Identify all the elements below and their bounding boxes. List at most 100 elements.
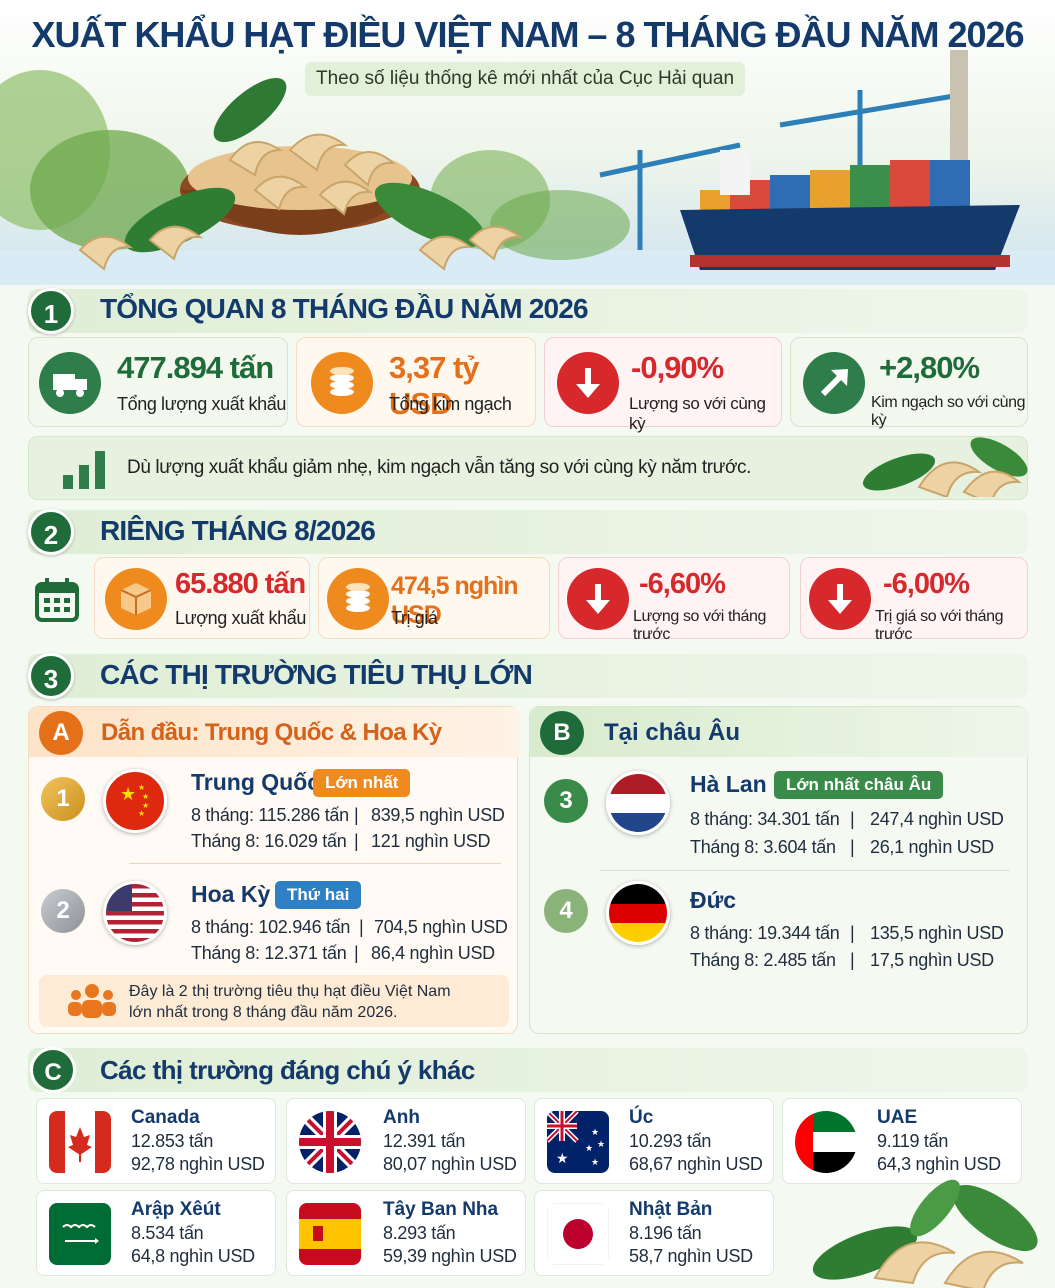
stat-label: Kim ngạch so với cùng kỳ bbox=[871, 394, 1026, 429]
group-a-title: Dẫn đầu: Trung Quốc & Hoa Kỳ bbox=[101, 719, 442, 746]
market-name: Nhật Bản bbox=[629, 1199, 713, 1220]
people-icon bbox=[68, 984, 116, 1018]
market-8m-value: 704,5 nghìn USD bbox=[374, 917, 508, 937]
group-b-title: Tại châu Âu bbox=[604, 719, 741, 746]
market-volume: 10.293 tấn bbox=[629, 1131, 712, 1151]
market-name: Arập Xêút bbox=[131, 1199, 221, 1220]
bar-chart-icon bbox=[63, 451, 105, 489]
market-card-saudi-arabia: Arập Xêút 8.534 tấn 64,8 nghìn USD bbox=[36, 1190, 276, 1276]
stat-label: Lượng so với cùng kỳ bbox=[629, 394, 766, 433]
market-value: 58,7 nghìn USD bbox=[629, 1246, 753, 1266]
stat-label: Tổng kim ngạch bbox=[389, 394, 512, 414]
market-aug-value: 26,1 nghìn USD bbox=[870, 837, 994, 857]
market-name: Trung Quốc bbox=[191, 769, 321, 795]
market-8m-volume: 8 tháng: 19.344 tấn bbox=[690, 923, 840, 943]
uae-flag-icon bbox=[795, 1111, 857, 1173]
market-volume: 8.196 tấn bbox=[629, 1223, 702, 1243]
market-aug-value: 121 nghìn USD bbox=[371, 831, 491, 851]
market-value: 59,39 nghìn USD bbox=[383, 1246, 517, 1266]
arrow-down-icon bbox=[567, 568, 629, 630]
stat-label: Lượng so với tháng trước bbox=[633, 608, 767, 643]
rank-badge: 1 bbox=[41, 777, 85, 821]
market-volume: 12.391 tấn bbox=[383, 1131, 466, 1151]
netherlands-flag-icon bbox=[606, 771, 670, 835]
box-icon bbox=[105, 568, 167, 630]
stat-card-volume-change: -0,90% Lượng so với cùng kỳ bbox=[544, 337, 782, 433]
market-card-uk: Anh 12.391 tấn 80,07 nghìn USD bbox=[286, 1098, 526, 1184]
hero-illustration bbox=[0, 50, 1055, 285]
usa-flag-icon bbox=[103, 881, 167, 945]
group-a-note-text: Đây là 2 thị trường tiêu thụ hạt điều Vi… bbox=[129, 983, 451, 1021]
group-a-letter: A bbox=[39, 711, 83, 755]
section-1-header bbox=[28, 289, 1028, 333]
hero-banner: XUẤT KHẨU HẠT ĐIỀU VIỆT NAM – 8 THÁNG ĐẦ… bbox=[0, 0, 1055, 285]
stat-label: Lượng xuất khẩu bbox=[175, 608, 306, 628]
market-name: Hoa Kỳ bbox=[191, 881, 271, 907]
market-name: Úc bbox=[629, 1107, 654, 1128]
arrow-down-icon bbox=[809, 568, 871, 630]
stat-card-value-change: +2,80% Kim ngạch so với cùng kỳ bbox=[790, 337, 1028, 429]
market-8m-value: 839,5 nghìn USD bbox=[371, 805, 505, 825]
stat-label: Trị giá bbox=[391, 608, 438, 628]
svg-text:★: ★ bbox=[142, 801, 149, 810]
stat-card-total-value: 3,37 tỷ USD Tổng kim ngạch bbox=[296, 337, 536, 427]
section-3-title: CÁC THỊ TRƯỜNG TIÊU THỤ LỚN bbox=[100, 659, 533, 690]
market-card-uae: UAE 9.119 tấn 64,3 nghìn USD bbox=[782, 1098, 1022, 1184]
group-b-panel: B Tại châu Âu 3 Hà Lan Lớn nhất châu Âu … bbox=[529, 706, 1029, 1034]
market-8m-volume: 8 tháng: 115.286 tấn bbox=[191, 805, 349, 825]
market-aug-value: 17,5 nghìn USD bbox=[870, 950, 994, 970]
market-8m-volume: 8 tháng: 34.301 tấn bbox=[690, 809, 840, 829]
market-8m-value: 135,5 nghìn USD bbox=[870, 923, 1004, 943]
svg-text:★: ★ bbox=[597, 1139, 605, 1149]
svg-text:★: ★ bbox=[142, 792, 149, 801]
market-aug-volume: Tháng 8: 2.485 tấn bbox=[690, 950, 836, 970]
market-card-canada: Canada 12.853 tấn 92,78 nghìn USD bbox=[36, 1098, 276, 1184]
calendar-icon bbox=[35, 578, 79, 622]
market-value: 68,67 nghìn USD bbox=[629, 1154, 763, 1174]
truck-icon bbox=[39, 352, 101, 414]
svg-text:★: ★ bbox=[591, 1127, 599, 1137]
section-3-header bbox=[28, 654, 1028, 698]
rank-badge: 3 bbox=[544, 779, 588, 823]
market-name: Anh bbox=[383, 1107, 420, 1128]
section-2-number: 2 bbox=[28, 509, 74, 555]
market-card-spain: Tây Ban Nha 8.293 tấn 59,39 nghìn USD bbox=[286, 1190, 526, 1276]
saudi-arabia-flag-icon bbox=[49, 1203, 111, 1265]
market-value: 64,3 nghìn USD bbox=[877, 1154, 1001, 1174]
month-card-volume: 65.880 tấn Lượng xuất khẩu bbox=[94, 557, 310, 639]
month-card-value-change: -6,00% Trị giá so với tháng trước bbox=[800, 557, 1028, 643]
stat-value: 3,37 tỷ USD bbox=[389, 350, 480, 421]
australia-flag-icon: ★ ★ ★ ★ ★ bbox=[547, 1111, 609, 1173]
spain-flag-icon bbox=[299, 1203, 361, 1265]
section-2-title: RIÊNG THÁNG 8/2026 bbox=[100, 515, 376, 546]
rank-badge: 2 bbox=[41, 889, 85, 933]
market-8m-value: 247,4 nghìn USD bbox=[870, 809, 1004, 829]
group-c-header bbox=[28, 1048, 1028, 1092]
section-1-number: 1 bbox=[28, 288, 74, 334]
market-aug-volume: Tháng 8: 16.029 tấn bbox=[191, 831, 347, 851]
section-3-number: 3 bbox=[28, 653, 74, 699]
stat-value: 477.894 tấn bbox=[117, 350, 274, 385]
month-card-value: 474,5 nghìn USD Trị giá bbox=[318, 557, 550, 639]
group-a-note: Đây là 2 thị trường tiêu thụ hạt điều Vi… bbox=[39, 975, 509, 1027]
separator: | bbox=[354, 943, 359, 963]
stat-card-total-volume: 477.894 tấn Tổng lượng xuất khẩu bbox=[28, 337, 288, 427]
japan-flag-icon bbox=[547, 1203, 609, 1265]
separator: | bbox=[850, 923, 855, 943]
svg-text:★: ★ bbox=[585, 1143, 593, 1153]
market-card-australia: ★ ★ ★ ★ ★ Úc 10.293 tấn 68,67 nghìn USD bbox=[534, 1098, 774, 1184]
overview-note: Dù lượng xuất khẩu giảm nhẹ, kim ngạch v… bbox=[28, 436, 1028, 500]
page-title: XUẤT KHẨU HẠT ĐIỀU VIỆT NAM – 8 THÁNG ĐẦ… bbox=[31, 14, 1024, 55]
svg-text:★: ★ bbox=[556, 1150, 569, 1166]
separator: | bbox=[359, 917, 364, 937]
section-1-title: TỔNG QUAN 8 THÁNG ĐẦU NĂM 2026 bbox=[100, 293, 589, 324]
page-subtitle: Theo số liệu thống kê mới nhất của Cục H… bbox=[305, 62, 745, 96]
coins-icon bbox=[311, 352, 373, 414]
group-c-letter: C bbox=[30, 1047, 76, 1093]
svg-text:★: ★ bbox=[138, 783, 145, 792]
germany-flag-icon bbox=[606, 881, 670, 945]
market-value: 80,07 nghìn USD bbox=[383, 1154, 517, 1174]
svg-text:★: ★ bbox=[120, 784, 136, 804]
section-2-header bbox=[28, 510, 1028, 554]
stat-label: Tổng lượng xuất khẩu bbox=[117, 394, 286, 414]
